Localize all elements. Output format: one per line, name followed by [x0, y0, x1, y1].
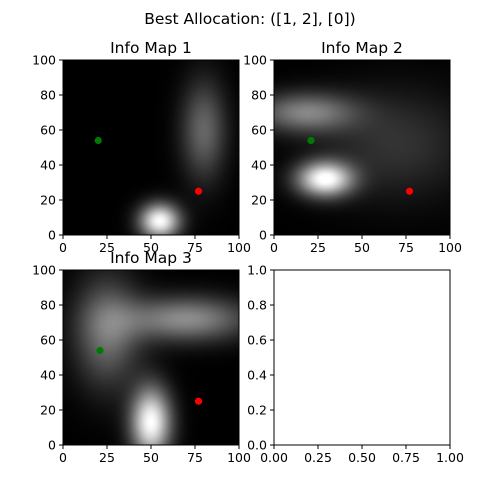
subplot-2: 0 25 50 75 100 0 20 40 60 80 100 Info Map 2 — [243, 39, 462, 255]
x-tick-label: 50 — [354, 240, 370, 255]
subplot-1: 0 25 50 75 100 0 20 40 60 80 100 Info Map 1 — [32, 39, 251, 255]
y-tick-label: 20 — [40, 403, 56, 418]
y-tick-label: 100 — [243, 53, 267, 68]
y-tick-label: 0.2 — [247, 403, 267, 418]
marker-green-point — [96, 346, 104, 355]
x-tick-label: 0.50 — [348, 450, 376, 465]
y-tick-label: 80 — [40, 88, 56, 103]
x-tick-label: 25 — [310, 240, 326, 255]
y-tick-label: 0.6 — [247, 333, 267, 348]
y-tick-label: 0.4 — [247, 368, 267, 383]
subplot-title-3: Info Map 3 — [110, 249, 192, 267]
subplot-4: 0.00 0.25 0.50 0.75 1.00 0.0 0.2 0.4 0.6 0.8 1.0 — [247, 263, 464, 466]
x-tick-label: 0.75 — [392, 450, 420, 465]
y-tick-label: 100 — [32, 53, 56, 68]
heatmap-image-1 — [63, 60, 239, 235]
x-tick-label: 0 — [59, 240, 67, 255]
y-tick-label: 1.0 — [247, 263, 267, 278]
y-tick-label: 60 — [40, 123, 56, 138]
x-tick-label: 25 — [99, 450, 115, 465]
y-tick-label: 0 — [48, 438, 56, 453]
x-tick-label: 25 — [99, 240, 115, 255]
y-tick-label: 0.8 — [247, 298, 267, 313]
x-tick-label: 50 — [143, 450, 159, 465]
x-tick-label: 75 — [187, 450, 203, 465]
y-tick-label: 80 — [40, 298, 56, 313]
y-tick-label: 20 — [40, 193, 56, 208]
marker-red-point — [405, 187, 414, 195]
y-tick-label: 60 — [40, 333, 56, 348]
x-tick-label: 0.00 — [260, 450, 288, 465]
y-tick-label: 20 — [251, 193, 267, 208]
x-tick-label: 0 — [270, 240, 278, 255]
y-tick-label: 0.0 — [247, 438, 267, 453]
figure-suptitle: Best Allocation: ([1, 2], [0]) — [144, 10, 355, 28]
y-tick-label: 40 — [40, 158, 56, 173]
marker-green-point — [94, 136, 102, 145]
x-tick-label: 50 — [143, 240, 159, 255]
heatmap-image-2 — [274, 60, 450, 235]
x-tick-label: 100 — [438, 240, 462, 255]
y-tick-label: 40 — [40, 368, 56, 383]
y-tick-label: 80 — [251, 88, 267, 103]
x-tick-label: 100 — [227, 450, 251, 465]
x-tick-label: 0.25 — [304, 450, 332, 465]
subplot-title-2: Info Map 2 — [321, 39, 403, 57]
marker-red-point — [194, 187, 203, 195]
y-tick-label: 100 — [32, 263, 56, 278]
marker-red-point — [194, 397, 203, 405]
heatmap-image-3 — [63, 270, 239, 445]
y-tick-label: 40 — [251, 158, 267, 173]
x-tick-label: 0 — [59, 450, 67, 465]
x-tick-label: 75 — [398, 240, 414, 255]
y-tick-label: 0 — [259, 228, 267, 243]
x-tick-label: 1.00 — [436, 450, 464, 465]
subplot-3: 0 25 50 75 100 0 20 40 60 80 100 Info Map 3 — [32, 249, 251, 465]
y-tick-label: 60 — [251, 123, 267, 138]
x-tick-label: 75 — [187, 240, 203, 255]
subplot-title-1: Info Map 1 — [110, 39, 192, 57]
marker-green-point — [307, 136, 315, 145]
y-tick-label: 0 — [48, 228, 56, 243]
x-tick-label: 100 — [227, 240, 251, 255]
